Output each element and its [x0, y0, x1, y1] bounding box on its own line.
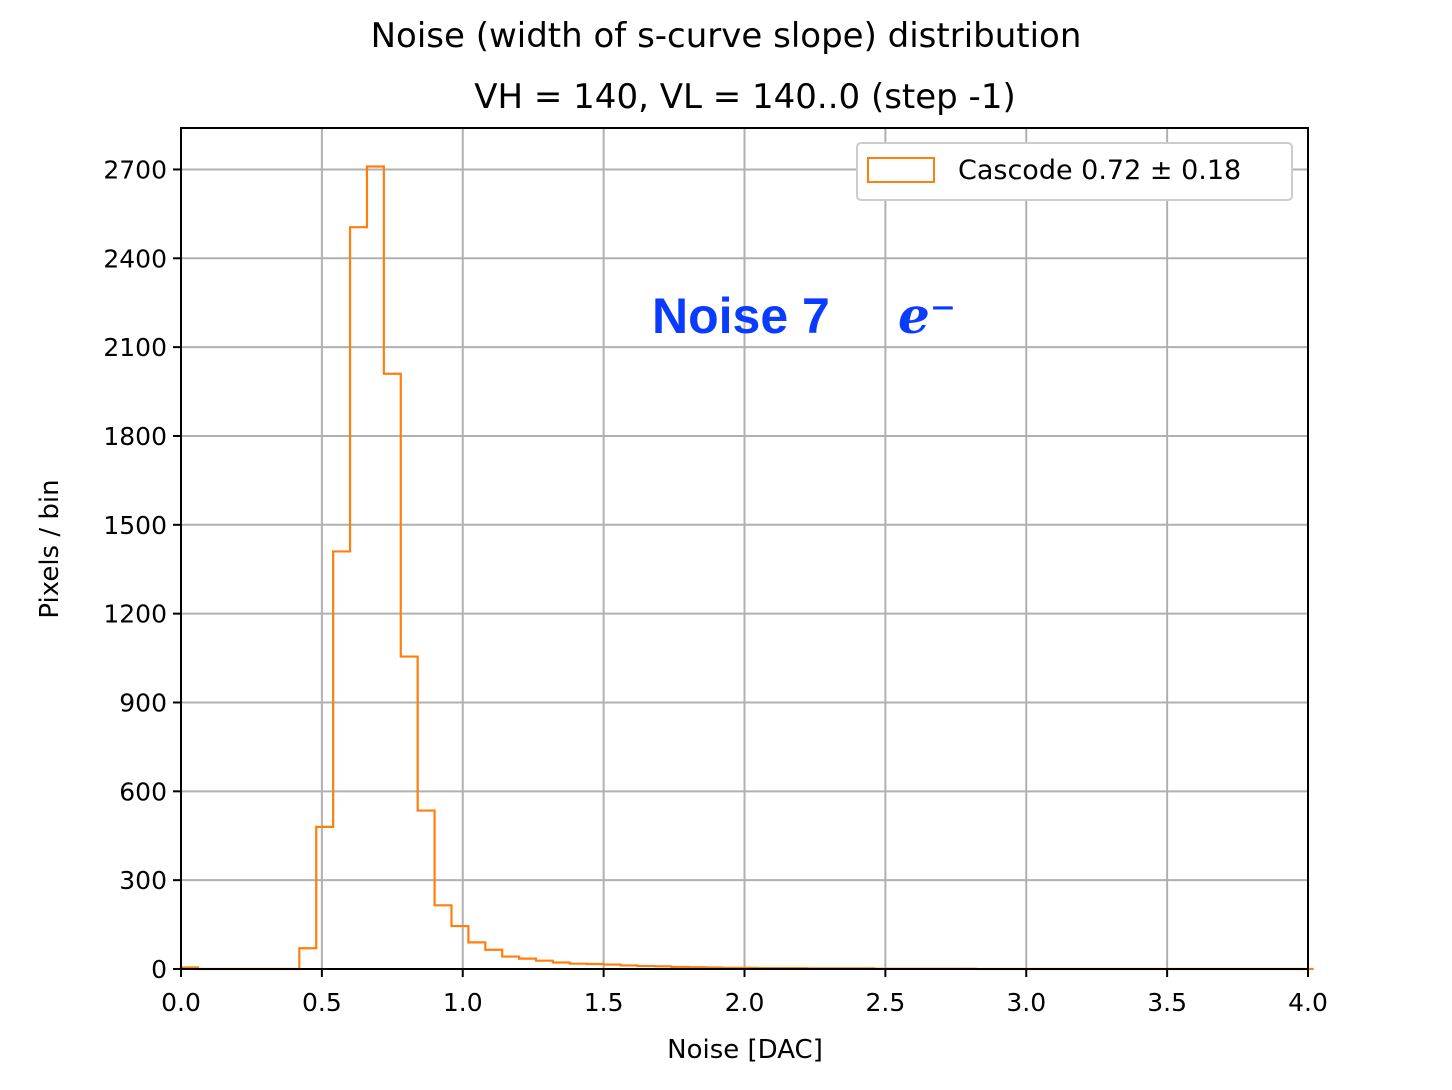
- histogram-bin: [519, 959, 536, 969]
- histogram-bin: [451, 926, 468, 969]
- x-axis-ticks: 0.0 0.5 1.0 1.5 2.0 2.5 3.0 3.5 4.0: [161, 969, 1328, 1017]
- y-tick-label: 300: [119, 866, 167, 895]
- histogram-bin: [536, 961, 553, 969]
- x-tick-label: 0.5: [302, 988, 342, 1017]
- chart-subtitle: VH = 140, VL = 140..0 (step -1): [474, 77, 1015, 117]
- y-tick-label: 2100: [103, 333, 167, 362]
- histogram-bin: [333, 551, 350, 969]
- y-tick-label: 1200: [103, 600, 167, 629]
- histogram-bin: [350, 227, 367, 969]
- legend-box: [856, 142, 1293, 201]
- histogram-bin: [401, 657, 418, 969]
- x-tick-label: 2.5: [865, 988, 905, 1017]
- histogram-bin: [316, 827, 333, 969]
- chart-title: Noise (width of s-curve slope) distribut…: [371, 16, 1082, 56]
- y-tick-label: 2400: [103, 244, 167, 273]
- annotation: Noise 7 e⁻: [652, 286, 956, 345]
- y-tick-label: 900: [119, 688, 167, 717]
- legend-swatch: [867, 157, 935, 183]
- histogram-bin: [367, 166, 384, 969]
- y-tick-label: 2700: [103, 155, 167, 184]
- y-axis-ticks: 0 300 600 900 1200 1500 1800 2100 2400 2700: [103, 155, 181, 984]
- y-tick-label: 600: [119, 777, 167, 806]
- annotation-electron-symbol: e⁻: [898, 286, 956, 345]
- histogram-bin: [468, 942, 485, 969]
- x-tick-label: 1.0: [443, 988, 483, 1017]
- x-tick-label: 4.0: [1288, 988, 1328, 1017]
- x-tick-label: 0.0: [161, 988, 201, 1017]
- legend-label: Cascode 0.72 ± 0.18: [958, 155, 1241, 186]
- x-axis-label: Noise [DAC]: [667, 1035, 823, 1065]
- histogram-bin: [299, 948, 316, 969]
- y-tick-label: 1800: [103, 422, 167, 451]
- y-tick-label: 0: [151, 955, 167, 984]
- histogram-bin: [502, 957, 519, 969]
- x-tick-label: 2.0: [725, 988, 765, 1017]
- y-tick-label: 1500: [103, 511, 167, 540]
- histogram-bin: [384, 374, 401, 969]
- legend: Cascode 0.72 ± 0.18: [856, 142, 1293, 201]
- x-tick-label: 1.5: [584, 988, 624, 1017]
- y-axis-label: Pixels / bin: [35, 479, 65, 618]
- x-tick-label: 3.5: [1147, 988, 1187, 1017]
- annotation-text: Noise 7: [652, 288, 830, 344]
- histogram-bin: [418, 811, 435, 969]
- x-tick-label: 3.0: [1006, 988, 1046, 1017]
- histogram-bin: [435, 905, 452, 969]
- histogram-bin: [485, 950, 502, 969]
